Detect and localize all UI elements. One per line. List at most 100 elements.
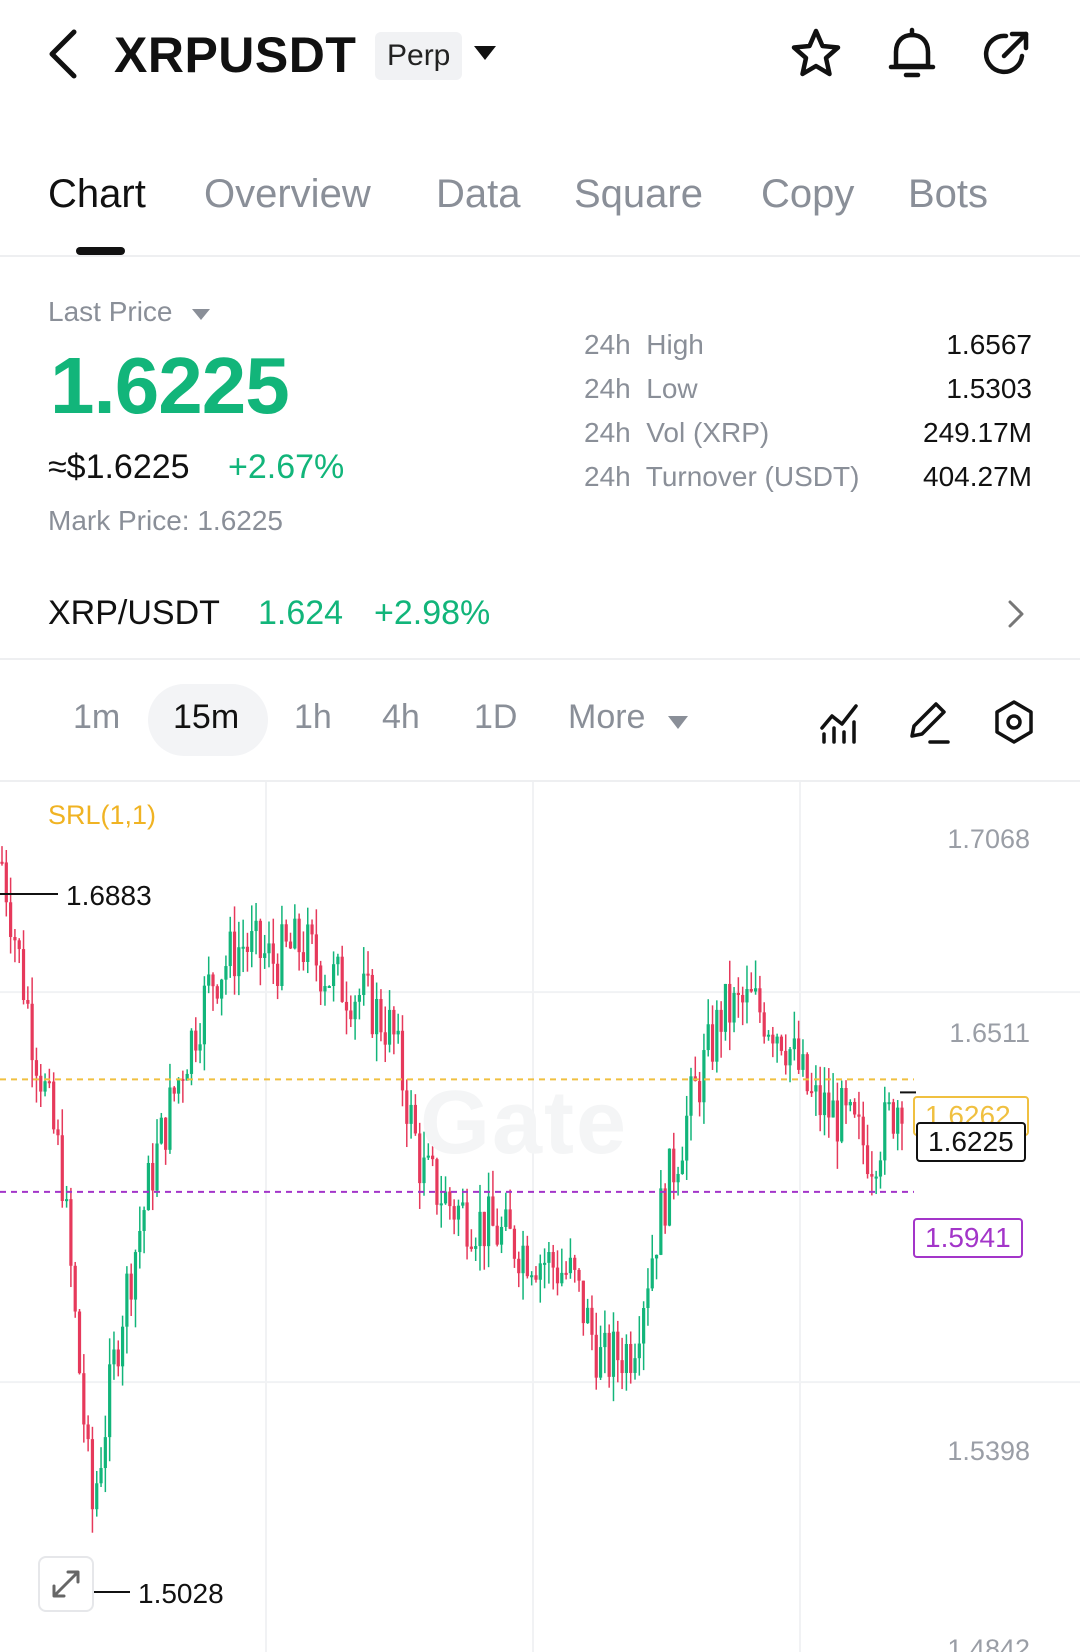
active-interval-pill [148, 684, 268, 756]
interval-4h[interactable]: 4h [382, 698, 420, 736]
candle-body [900, 1107, 904, 1124]
candle-body [542, 1262, 547, 1265]
candle-body [353, 1001, 357, 1020]
stat-label: 24h Vol (XRP) [584, 417, 770, 448]
candle-body [151, 1163, 155, 1191]
candle-body [211, 974, 215, 987]
candle-body [146, 1163, 151, 1211]
candle-body [573, 1257, 577, 1270]
y-tick: 1.5398 [947, 1436, 1030, 1466]
candle-body [60, 1135, 64, 1202]
candle-body [801, 1054, 805, 1070]
candle-body [745, 989, 749, 1003]
candle-body [39, 1075, 43, 1092]
candle-body [878, 1160, 883, 1177]
candle-body [792, 1038, 796, 1050]
candle-body [108, 1364, 112, 1438]
back-arrow-icon[interactable] [40, 26, 90, 82]
high-marker-label: 1.6883 [66, 880, 152, 911]
candle-body [633, 1358, 637, 1373]
candle-body [736, 992, 740, 995]
candle-body [314, 934, 318, 966]
candle-body [86, 1424, 90, 1440]
candle-body [874, 1176, 878, 1179]
candle-body [116, 1349, 120, 1367]
candle-body [30, 1003, 34, 1061]
settings-icon[interactable] [990, 698, 1038, 746]
candle-body [577, 1269, 581, 1281]
candle-body [267, 943, 271, 954]
candle-body [495, 1225, 499, 1245]
candle-body [840, 1087, 844, 1142]
candle-body [564, 1272, 568, 1275]
chart-canvas[interactable] [0, 782, 1080, 1652]
candle-body [17, 940, 21, 950]
candle-body [517, 1258, 521, 1274]
candle-body [349, 1010, 353, 1020]
candle-body [4, 862, 8, 903]
candle-body [758, 988, 762, 1013]
candle-body [263, 953, 267, 958]
perp-badge[interactable]: Perp [375, 32, 463, 80]
candlestick-chart[interactable]: Gate SRL(1,1) 1.7068 1.6511 1.5398 1.484… [0, 782, 1080, 1652]
candle-body [474, 1246, 478, 1249]
chevron-down-icon[interactable] [474, 46, 496, 60]
candle-body [370, 974, 374, 1035]
candle-body [133, 1252, 138, 1300]
candle-body [534, 1275, 538, 1280]
indicator-label[interactable]: SRL(1,1) [48, 800, 157, 830]
candle-body [220, 979, 224, 999]
chevron-down-icon[interactable] [668, 716, 688, 729]
stat-label: 24h Turnover (USDT) [584, 461, 860, 492]
tab-bots[interactable]: Bots [908, 172, 989, 216]
tab-square[interactable]: Square [574, 172, 703, 216]
candle-body [52, 1081, 56, 1130]
candle-body [301, 952, 306, 962]
approx-usd-value: ≈$1.6225 [48, 448, 190, 486]
stat-row-volume: 24h Vol (XRP) 249.17M [584, 413, 1032, 457]
candle-body [822, 1092, 827, 1116]
tab-data[interactable]: Data [436, 172, 521, 216]
candle-body [56, 1129, 60, 1136]
candle-body [426, 1155, 430, 1158]
candle-body [896, 1107, 900, 1134]
star-icon[interactable] [788, 26, 844, 82]
interval-1m[interactable]: 1m [73, 698, 121, 736]
interval-15m[interactable]: 15m [173, 698, 240, 736]
24h-stats: 24h High 1.6567 24h Low 1.5303 24h Vol (… [584, 325, 1032, 501]
chevron-right-icon[interactable] [1004, 598, 1028, 630]
candle-body [508, 1209, 512, 1229]
candle-body [555, 1267, 560, 1284]
tab-chart[interactable]: Chart [48, 172, 146, 216]
candle-body [185, 1073, 189, 1081]
symbol-title[interactable]: XRPUSDT [114, 27, 357, 83]
candle-body [848, 1101, 852, 1106]
interval-1d[interactable]: 1D [474, 698, 518, 736]
candle-body [689, 1076, 693, 1116]
expand-chart-button[interactable] [38, 1556, 94, 1612]
draw-pen-icon[interactable] [904, 698, 952, 746]
candle-body [706, 1024, 710, 1051]
candle-body [271, 943, 275, 964]
chevron-down-icon[interactable] [192, 309, 210, 320]
candle-body [732, 992, 736, 1023]
candle-body [176, 1078, 181, 1094]
interval-1h[interactable]: 1h [294, 698, 332, 736]
bell-icon[interactable] [884, 26, 940, 82]
stat-label: 24h Low [584, 373, 698, 404]
candle-body [887, 1102, 891, 1105]
spot-market-row[interactable]: XRP/USDT 1.624 +2.98% [0, 580, 1080, 660]
tab-overview[interactable]: Overview [204, 172, 371, 216]
indicator-icon[interactable] [816, 698, 864, 746]
candle-body [607, 1332, 611, 1377]
candle-body [250, 931, 254, 952]
tab-copy[interactable]: Copy [761, 172, 855, 216]
share-icon[interactable] [978, 26, 1034, 82]
candle-body [383, 1032, 387, 1045]
last-price-selector[interactable]: Last Price [48, 296, 173, 327]
candle-body [624, 1344, 629, 1374]
candle-body [288, 941, 293, 949]
candle-body [491, 1196, 495, 1226]
interval-more[interactable]: More [568, 698, 646, 736]
candle-body [125, 1273, 129, 1327]
